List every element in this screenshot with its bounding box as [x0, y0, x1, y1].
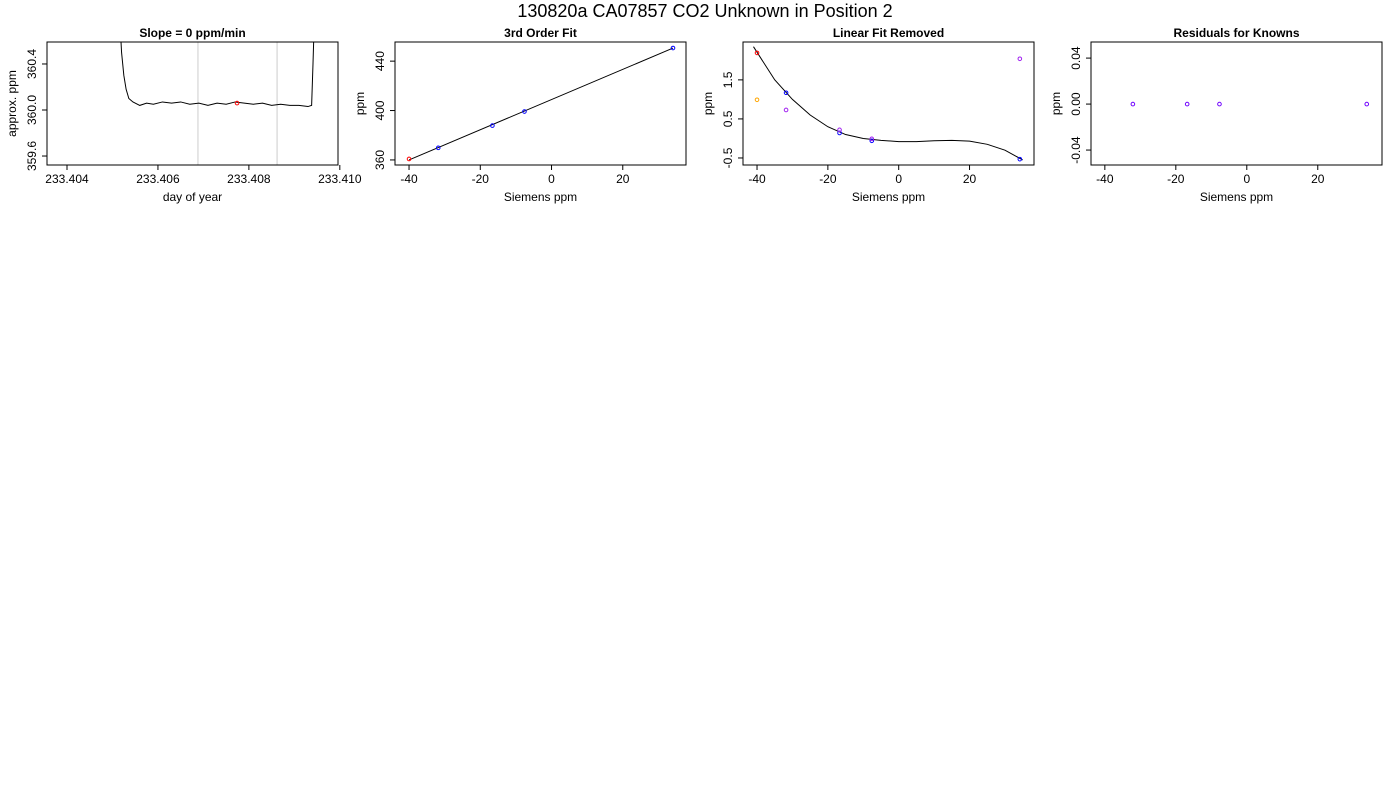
y-axis-label: ppm: [701, 92, 715, 115]
plot-box: [394, 41, 687, 166]
x-tick-label: 233.406: [136, 172, 180, 186]
data-point: [783, 90, 789, 96]
panel: Linear Fit Removed Siemens ppm ppm -40 -20 0 2…: [701, 26, 1035, 204]
data-point: [490, 123, 495, 128]
panel: 3rd Order Fit Siemens ppm ppm -40 -20 0 20 360 4…: [353, 26, 687, 204]
y-tick-label: 359.6: [25, 141, 39, 171]
plot-box: [46, 41, 339, 166]
panel: Slope = 0 ppm/min day of year approx. ppm 2…: [5, 26, 362, 204]
y-tick-label: 360: [373, 150, 387, 170]
plot-area: [753, 46, 1023, 162]
panel-title: Linear Fit Removed: [833, 26, 944, 40]
y-tick-label: 0.04: [1069, 46, 1083, 70]
plot-box: [1090, 41, 1383, 166]
data-point: [406, 156, 412, 162]
y-tick-label: 440: [373, 51, 387, 71]
x-axis-label: day of year: [163, 190, 222, 204]
x-tick-label: 233.404: [45, 172, 89, 186]
x-tick-label: -40: [748, 172, 766, 186]
data-point: [1130, 101, 1136, 107]
y-axis-label: ppm: [1049, 92, 1063, 115]
x-tick-label: 0: [895, 172, 902, 186]
data-point: [1017, 156, 1023, 162]
y-tick-label: 1.5: [721, 71, 735, 88]
y-tick-label: 360.0: [25, 95, 39, 125]
x-tick-label: 0: [548, 172, 555, 186]
x-tick-label: 20: [963, 172, 977, 186]
panel-title: 3rd Order Fit: [504, 26, 577, 40]
data-point: [435, 145, 441, 151]
data-point: [1184, 101, 1190, 107]
x-tick-label: -20: [472, 172, 490, 186]
data-point: [522, 109, 527, 114]
y-tick-label: -0.04: [1069, 136, 1083, 164]
data-point: [234, 100, 240, 106]
plot-area: [120, 42, 315, 165]
y-tick-label: 0.00: [1069, 92, 1083, 116]
y-tick-label: 400: [373, 100, 387, 120]
plot-box: [742, 41, 1035, 166]
fit-line: [753, 46, 1023, 161]
plot-area: [1130, 101, 1370, 107]
x-tick-label: 233.410: [318, 172, 362, 186]
x-axis-label: Siemens ppm: [504, 190, 577, 204]
x-tick-label: 0: [1243, 172, 1250, 186]
data-point: [1017, 56, 1023, 62]
data-point: [1217, 101, 1222, 107]
panel-title: Slope = 0 ppm/min: [139, 26, 245, 40]
data-point: [783, 107, 789, 113]
data-point: [869, 138, 875, 144]
x-tick-label: 233.408: [227, 172, 271, 186]
y-tick-label: -0.5: [721, 147, 735, 168]
x-axis-label: Siemens ppm: [1200, 190, 1273, 204]
y-axis-label: ppm: [353, 92, 367, 115]
panel-title: Residuals for Knowns: [1173, 26, 1299, 40]
x-tick-label: -40: [1096, 172, 1114, 186]
data-point: [1364, 101, 1370, 107]
x-tick-label: -20: [1167, 172, 1185, 186]
plot-area: [406, 45, 676, 162]
main-title: 130820a CA07857 CO2 Unknown in Position …: [517, 1, 892, 21]
y-axis-label: approx. ppm: [5, 70, 19, 137]
x-tick-label: 20: [616, 172, 630, 186]
fit-line: [120, 42, 315, 108]
x-axis-label: Siemens ppm: [852, 190, 925, 204]
data-point: [754, 50, 760, 56]
data-point: [837, 127, 842, 133]
data-point: [754, 97, 760, 103]
data-point: [670, 45, 676, 51]
y-tick-label: 0.5: [721, 110, 735, 127]
data-point: [869, 136, 875, 142]
y-tick-label: 360.4: [25, 49, 39, 79]
fit-line: [408, 47, 674, 161]
panel: Residuals for Knowns Siemens ppm ppm -40 -20…: [1049, 26, 1383, 204]
x-tick-label: -20: [819, 172, 837, 186]
x-tick-label: 20: [1311, 172, 1325, 186]
x-tick-label: -40: [400, 172, 418, 186]
